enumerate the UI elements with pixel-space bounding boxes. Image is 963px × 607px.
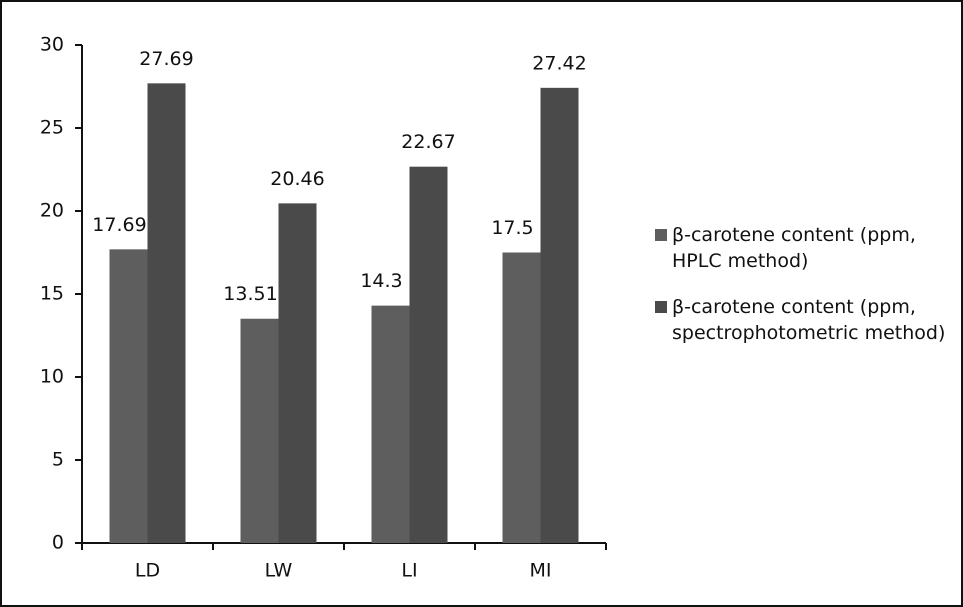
data-label: 17.69 xyxy=(92,214,146,236)
x-tick-label: LI xyxy=(401,560,417,582)
bar xyxy=(109,249,148,543)
bar xyxy=(147,83,186,543)
legend: β-carotene content (ppm, HPLC method) β-c… xyxy=(655,222,955,366)
x-tick-label: MI xyxy=(530,560,552,582)
bar xyxy=(371,305,410,543)
legend-item: β-carotene content (ppm, HPLC method) xyxy=(655,222,955,274)
legend-swatch xyxy=(655,229,667,241)
x-tick-label: LD xyxy=(135,560,160,582)
legend-label: β-carotene content (ppm, HPLC method) xyxy=(672,224,916,272)
x-tick-label: LW xyxy=(265,560,293,582)
data-label: 17.5 xyxy=(491,217,533,239)
data-label: 22.67 xyxy=(401,131,455,153)
y-tick-label: 30 xyxy=(40,34,64,56)
y-tick-label: 15 xyxy=(40,283,64,305)
y-tick-label: 25 xyxy=(40,117,64,139)
legend-swatch xyxy=(655,301,667,313)
data-label: 27.42 xyxy=(532,52,586,74)
data-label: 14.3 xyxy=(360,270,402,292)
data-label: 20.46 xyxy=(270,168,324,190)
legend-label: β-carotene content (ppm, spectrophotomet… xyxy=(672,296,946,344)
legend-item: β-carotene content (ppm, spectrophotomet… xyxy=(655,294,955,346)
bar xyxy=(540,87,579,543)
bar xyxy=(278,203,317,543)
data-label: 13.51 xyxy=(223,283,277,305)
bar xyxy=(409,166,448,544)
y-tick-label: 0 xyxy=(52,532,64,554)
bar xyxy=(240,318,279,543)
bar xyxy=(502,252,541,543)
y-tick-label: 5 xyxy=(52,449,64,471)
y-tick-label: 10 xyxy=(40,366,64,388)
data-label: 27.69 xyxy=(139,48,193,70)
y-tick-label: 20 xyxy=(40,200,64,222)
